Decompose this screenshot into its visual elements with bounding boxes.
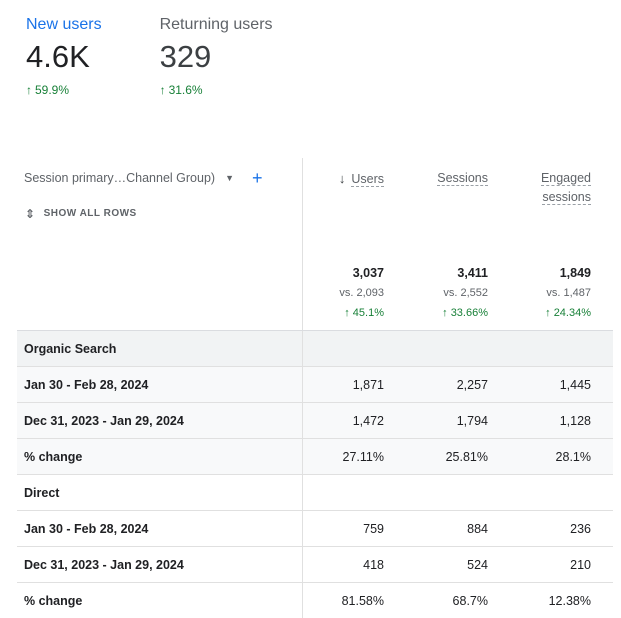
column-divider — [302, 403, 303, 438]
row-label: % change — [24, 593, 83, 608]
arrow-up-icon: ↑ — [344, 307, 353, 319]
total-change: ↑ 24.34% — [545, 303, 591, 323]
show-all-rows-button[interactable]: ⇕ SHOW ALL ROWS — [25, 206, 137, 221]
cell-users: 1,472 — [352, 413, 384, 428]
total-compare: vs. 2,552 — [443, 287, 488, 299]
table-header: Session primary…Channel Group) ▼ + ⇕ SHO… — [17, 158, 613, 330]
total-change: ↑ 33.66% — [442, 303, 488, 323]
cell-users: 418 — [363, 557, 384, 572]
row-label: Direct — [24, 485, 60, 500]
column-engaged-label-1: Engaged — [540, 171, 591, 186]
total-users: 3,037 vs. 2,093 ↑ 45.1% — [339, 263, 384, 323]
row-label: Jan 30 - Feb 28, 2024 — [24, 377, 149, 392]
total-engaged-sessions: 1,849 vs. 1,487 ↑ 24.34% — [545, 263, 591, 323]
table-group-row: Direct — [17, 474, 613, 510]
cell-users: 27.11% — [342, 449, 384, 464]
table-row: Dec 31, 2023 - Jan 29, 2024 1,472 1,794 … — [17, 402, 613, 438]
sort-descending-icon[interactable]: ↓ — [338, 171, 346, 186]
cell-users: 759 — [363, 521, 384, 536]
cell-engaged: 236 — [570, 521, 591, 536]
metric-returning-users[interactable]: Returning users 329 ↑ 31.6% — [160, 14, 273, 97]
metric-change-value: 59.9% — [35, 83, 70, 97]
cell-sessions: 68.7% — [452, 593, 488, 608]
metric-value: 329 — [159, 39, 212, 74]
cell-engaged: 28.1% — [555, 449, 591, 464]
dropdown-caret-icon[interactable]: ▼ — [225, 173, 234, 183]
total-change-value: 33.66% — [450, 307, 488, 319]
expand-icon: ⇕ — [25, 206, 36, 221]
total-value: 1,849 — [559, 266, 591, 280]
cell-sessions: 25.81% — [445, 449, 488, 464]
dimension-label: Session primary…Channel Group) — [24, 171, 216, 185]
total-value: 3,037 — [352, 266, 384, 280]
column-header-sessions[interactable]: Sessions — [437, 169, 488, 188]
arrow-up-icon: ↑ — [442, 307, 451, 319]
total-change-value: 24.34% — [553, 307, 591, 319]
dimension-selector[interactable]: Session primary…Channel Group) ▼ + — [24, 168, 263, 188]
metric-value: 4.6K — [26, 39, 90, 74]
cell-engaged: 1,128 — [559, 413, 591, 428]
metric-cards: New users 4.6K ↑ 59.9% Returning users 3… — [26, 14, 273, 97]
total-change: ↑ 45.1% — [339, 303, 384, 323]
table-row: Jan 30 - Feb 28, 2024 1,871 2,257 1,445 — [17, 366, 613, 402]
column-divider — [302, 331, 303, 366]
row-label: % change — [24, 449, 83, 464]
table-row: % change 81.58% 68.7% 12.38% — [17, 582, 613, 618]
cell-engaged: 210 — [570, 557, 591, 572]
table-group-row: Organic Search — [17, 330, 613, 366]
total-sessions: 3,411 vs. 2,552 ↑ 33.66% — [442, 263, 488, 323]
column-sessions-label: Sessions — [437, 171, 488, 186]
column-divider — [302, 367, 303, 402]
metric-change-value: 31.6% — [168, 83, 203, 97]
cell-sessions: 2,257 — [456, 377, 488, 392]
column-divider — [302, 583, 303, 618]
column-divider — [302, 511, 303, 546]
column-header-users[interactable]: ↓ Users — [339, 169, 384, 189]
total-change-value: 45.1% — [352, 307, 384, 319]
arrow-up-icon: ↑ — [26, 83, 32, 97]
row-label: Organic Search — [24, 341, 117, 356]
cell-engaged: 1,445 — [559, 377, 591, 392]
total-value: 3,411 — [457, 266, 488, 280]
cell-sessions: 884 — [467, 521, 488, 536]
table-row: Dec 31, 2023 - Jan 29, 2024 418 524 210 — [17, 546, 613, 582]
arrow-up-icon: ↑ — [545, 307, 554, 319]
cell-sessions: 1,794 — [456, 413, 488, 428]
cell-engaged: 12.38% — [548, 593, 591, 608]
metric-change: ↑ 31.6% — [160, 83, 273, 97]
row-label: Jan 30 - Feb 28, 2024 — [24, 521, 149, 536]
report-table: Session primary…Channel Group) ▼ + ⇕ SHO… — [17, 158, 613, 618]
arrow-up-icon: ↑ — [159, 83, 166, 97]
show-all-rows-label: SHOW ALL ROWS — [43, 208, 137, 219]
column-divider — [302, 158, 303, 330]
column-users-label: Users — [351, 172, 384, 187]
column-divider — [302, 475, 303, 510]
cell-sessions: 524 — [467, 557, 488, 572]
column-header-engaged-sessions[interactable]: Engaged sessions — [540, 169, 591, 207]
cell-users: 81.58% — [341, 593, 384, 608]
metric-new-users[interactable]: New users 4.6K ↑ 59.9% — [26, 14, 102, 97]
column-divider — [302, 547, 303, 582]
row-label: Dec 31, 2023 - Jan 29, 2024 — [24, 413, 184, 428]
table-row: Jan 30 - Feb 28, 2024 759 884 236 — [17, 510, 613, 546]
add-dimension-icon[interactable]: + — [251, 168, 263, 188]
column-engaged-label-2: sessions — [542, 190, 591, 205]
total-compare: vs. 2,093 — [339, 287, 384, 299]
table-row: % change 27.11% 25.81% 28.1% — [17, 438, 613, 474]
total-compare: vs. 1,487 — [546, 287, 591, 299]
row-label: Dec 31, 2023 - Jan 29, 2024 — [24, 557, 184, 572]
metric-label: Returning users — [159, 16, 273, 33]
metric-change: ↑ 59.9% — [26, 83, 102, 97]
cell-users: 1,871 — [352, 377, 384, 392]
metric-label: New users — [26, 16, 102, 33]
column-divider — [302, 439, 303, 474]
